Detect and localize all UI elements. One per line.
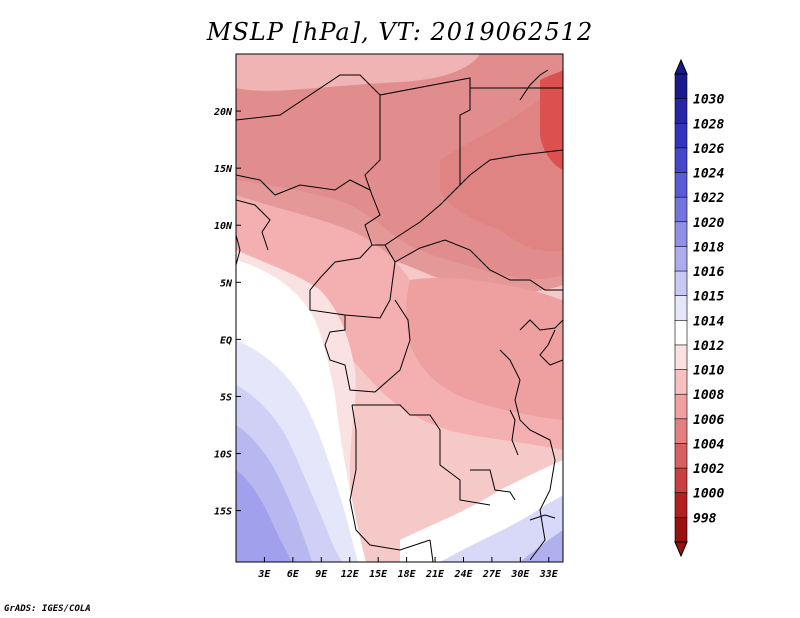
y-tick-label: 10S bbox=[214, 450, 232, 461]
grads-credit: GrADS: IGES/COLA bbox=[4, 604, 91, 614]
pressure-field bbox=[236, 54, 563, 562]
y-tick-label: EQ bbox=[220, 335, 232, 346]
high-1022 bbox=[236, 470, 292, 562]
colorbar-band bbox=[674, 147, 688, 174]
x-tick-label: 27E bbox=[482, 569, 502, 580]
y-tick-label: 20N bbox=[213, 107, 233, 118]
southeast-blue2 bbox=[520, 530, 563, 562]
colorbar-top-arrow bbox=[674, 58, 688, 75]
x-tick-label: 15E bbox=[369, 569, 388, 580]
colorbar-level-label: 1018 bbox=[693, 240, 724, 255]
colorbar-band bbox=[674, 98, 688, 125]
plot-frame bbox=[235, 53, 564, 563]
colorbar-band bbox=[674, 393, 688, 420]
x-tick-label: 3E bbox=[257, 569, 271, 580]
y-axis: 20N 15N 10N 5N EQ 5S 10S 15S bbox=[213, 107, 241, 518]
colorbar-band bbox=[674, 122, 688, 149]
congo-low bbox=[406, 278, 563, 420]
country-borders bbox=[236, 69, 563, 562]
colorbar-level-label: 1026 bbox=[693, 142, 724, 157]
colorbar-band bbox=[674, 221, 688, 248]
colorbar-band bbox=[674, 492, 688, 519]
y-tick-label: 15S bbox=[214, 507, 232, 518]
x-tick-label: 21E bbox=[425, 569, 445, 580]
colorbar-level-label: 1010 bbox=[693, 364, 724, 379]
x-axis: 3E 6E 9E 12E 15E 18E 21E 24E 27E 30E 33E bbox=[257, 557, 559, 580]
chart-title: MSLP [hPa], VT: 2019062512 bbox=[206, 18, 594, 46]
colorbar-level-label: 1016 bbox=[693, 265, 724, 280]
x-tick-label: 18E bbox=[398, 569, 417, 580]
colorbar-bottom-arrow bbox=[674, 541, 688, 558]
deep-low-red bbox=[540, 70, 563, 170]
colorbar-level-label: 1024 bbox=[693, 167, 724, 182]
colorbar-band bbox=[674, 418, 688, 445]
x-tick-label: 12E bbox=[341, 569, 360, 580]
colorbar-level-label: 1008 bbox=[693, 388, 724, 403]
colorbar-level-label: 1022 bbox=[693, 191, 724, 206]
colorbar-band bbox=[674, 467, 688, 494]
x-tick-label: 33E bbox=[539, 569, 559, 580]
x-tick-label: 9E bbox=[315, 569, 328, 580]
lowest-pressure-north bbox=[236, 54, 563, 280]
southeast-blue bbox=[440, 495, 563, 562]
colorbar-band bbox=[674, 369, 688, 396]
y-tick-label: 15N bbox=[214, 164, 233, 175]
y-tick-label: 10N bbox=[214, 221, 233, 232]
colorbar-band bbox=[674, 172, 688, 198]
y-tick-label: 5S bbox=[220, 392, 232, 403]
colorbar: 1030 1028 1026 1024 1022 1020 1018 1016 1015 1014… bbox=[674, 58, 724, 558]
colorbar-level-label: 1015 bbox=[693, 290, 724, 305]
colorbar-band bbox=[674, 196, 688, 223]
colorbar-band bbox=[674, 443, 688, 469]
colorbar-level-label: 1012 bbox=[693, 339, 724, 354]
colorbar-band bbox=[674, 517, 688, 543]
colorbar-band bbox=[674, 73, 688, 100]
colorbar-level-label: 1030 bbox=[693, 93, 724, 108]
colorbar-level-label: 1000 bbox=[693, 487, 724, 502]
x-tick-label: 6E bbox=[287, 569, 300, 580]
x-tick-label: 24E bbox=[453, 569, 473, 580]
colorbar-band bbox=[674, 246, 688, 272]
colorbar-level-label: 1002 bbox=[693, 462, 724, 477]
colorbar-level-label: 1006 bbox=[693, 413, 724, 428]
colorbar-band bbox=[674, 270, 688, 297]
colorbar-level-label: 998 bbox=[693, 511, 717, 526]
colorbar-level-label: 1014 bbox=[693, 314, 724, 329]
colorbar-level-label: 1004 bbox=[693, 437, 724, 452]
colorbar-level-label: 1028 bbox=[693, 117, 724, 132]
pale-north-top bbox=[236, 54, 480, 91]
colorbar-band bbox=[674, 295, 688, 322]
deep-low-sudan bbox=[440, 80, 563, 252]
y-tick-label: 5N bbox=[220, 278, 233, 289]
x-tick-label: 30E bbox=[510, 569, 530, 580]
colorbar-band bbox=[674, 344, 688, 371]
colorbar-level-label: 1020 bbox=[693, 216, 724, 231]
colorbar-band bbox=[674, 320, 688, 346]
